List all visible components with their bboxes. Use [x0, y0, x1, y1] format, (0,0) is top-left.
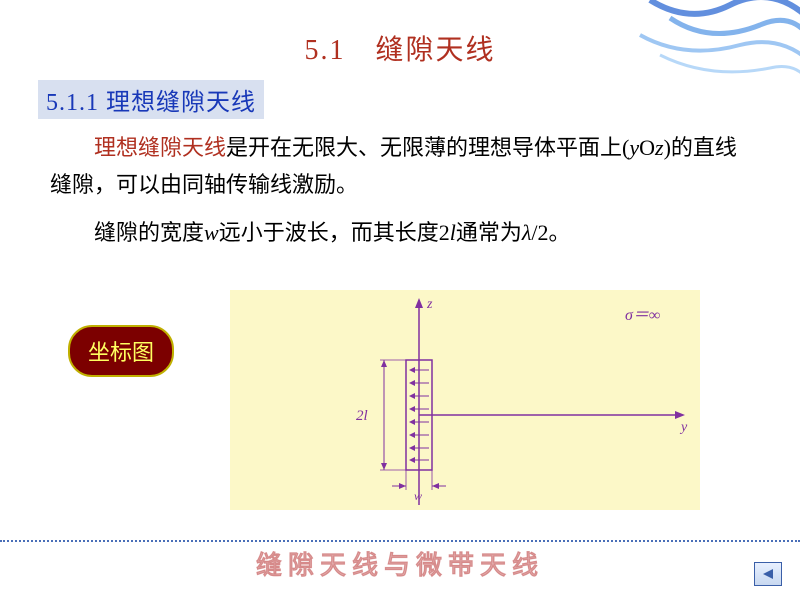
footer-title: 缝隙天线与微带天线: [0, 545, 800, 582]
svg-text:σ＝∞: σ＝∞: [625, 307, 660, 324]
coord-badge: 坐标图: [68, 325, 174, 377]
slot-antenna-diagram: z y σ＝∞ 2l w: [230, 290, 700, 510]
paragraph-2: 缝隙的宽度w远小于波长，而其长度2l通常为λ/2。: [50, 214, 750, 251]
prev-slide-button[interactable]: [754, 562, 782, 586]
svg-text:y: y: [679, 420, 688, 435]
paragraph-1: 理想缝隙天线是开在无限大、无限薄的理想导体平面上(yOz)的直线缝隙，可以由同轴…: [50, 129, 750, 204]
triangle-left-icon: [761, 568, 775, 580]
svg-text:w: w: [414, 489, 422, 503]
subsection-title: 5.1.1 理想缝隙天线: [38, 80, 264, 119]
footer-divider: [0, 540, 800, 542]
section-title: 5.1 缝隙天线: [0, 0, 800, 68]
svg-text:2l: 2l: [356, 408, 368, 424]
svg-text:z: z: [426, 297, 433, 312]
